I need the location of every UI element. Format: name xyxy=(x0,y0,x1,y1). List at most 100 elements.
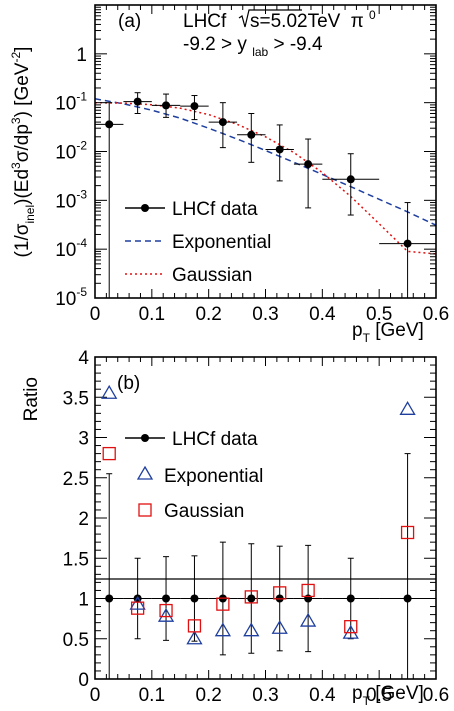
header-rapidity-left: -9.2 > y xyxy=(183,34,247,55)
panel-a-ticks: 0 0.1 0.2 0.3 0.4 0.5 0.6 10-5 10-4 10-3 10-2 10-1 1 xyxy=(55,5,449,325)
panel-b: 0 0.1 0.2 0.3 0.4 0.5 0.6 0 0.5 1 1.5 2 2.5 3 3.5 4 (b)… xyxy=(21,348,449,708)
x-tick-label: 0.3 xyxy=(252,304,278,325)
y-tick-label: 0 xyxy=(78,670,89,691)
y-tick-label: 4 xyxy=(78,348,89,369)
x-tick-label: 0.1 xyxy=(139,304,165,325)
data-point xyxy=(105,120,114,129)
x-tick-label: 0.3 xyxy=(252,685,278,706)
panel-b-data-points xyxy=(95,384,436,680)
legend-data-marker xyxy=(141,204,149,212)
svg-text:-9.2 > y lab: -9.2 > y lab > -9.4 xyxy=(183,34,323,61)
y-tick-label: 2.5 xyxy=(63,469,89,490)
y-tick-label: 3.5 xyxy=(63,388,89,409)
exponential-ratio-marker xyxy=(214,622,232,637)
legend-exponential-label: Exponential xyxy=(172,232,271,253)
x-tick-label: 0.5 xyxy=(366,685,392,706)
x-tick-label: 0.1 xyxy=(139,685,165,706)
gaussian-ratio-marker xyxy=(130,601,145,615)
x-tick-label: 0.5 xyxy=(366,304,392,325)
gaussian-ratio-marker xyxy=(102,446,116,461)
y-tick-label: 1.5 xyxy=(63,549,89,570)
gaussian-ratio-marker xyxy=(187,619,202,633)
panel-a-data-points xyxy=(95,92,436,298)
exponential-ratio-marker xyxy=(101,384,118,399)
x-tick-label: 0 xyxy=(90,304,101,325)
panel-a-x-axis-label: pT [GeV] xyxy=(352,320,424,345)
legend-data-label: LHCf data xyxy=(172,199,258,220)
data-point xyxy=(275,145,284,154)
panel-b-label: (b) xyxy=(117,373,140,394)
data-point xyxy=(304,160,313,169)
panel-a: 0 0.1 0.2 0.3 0.4 0.5 0.6 10-5 10-4 10-3 10-2 10-1 1… xyxy=(9,4,449,345)
gaussian-ratio-marker xyxy=(273,586,287,600)
panel-b-x-axis-label: pT [GeV] xyxy=(352,683,424,708)
gaussian-ratio-marker xyxy=(301,583,315,598)
exponential-ratio-marker xyxy=(399,401,416,415)
ratio-data-point xyxy=(162,594,171,603)
panel-a-y-axis-label: (1/σinel)(Ed3σ/dp3) [GeV-2] xyxy=(9,47,37,258)
legend-gaussian-label: Gaussian xyxy=(172,265,252,286)
sqrt-symbol xyxy=(238,9,302,28)
exponential-ratio-marker xyxy=(157,607,175,622)
header-particle: π xyxy=(351,11,364,32)
ratio-data-point xyxy=(403,594,412,603)
x-tick-label: 0.2 xyxy=(195,685,221,706)
panel-a-model-curves xyxy=(94,98,437,255)
panel-b-ticks: 0 0.1 0.2 0.3 0.4 0.5 0.6 0 0.5 1 1.5 2 2.5 3 3.5 4 xyxy=(63,348,450,706)
y-tick-label: 0.5 xyxy=(63,630,89,651)
legend-b-data-marker xyxy=(141,434,149,442)
x-tick-label: 0 xyxy=(90,685,101,706)
ratio-data-point xyxy=(190,594,199,603)
exponential-ratio-marker xyxy=(186,630,203,645)
y-tick-label: 1 xyxy=(78,590,89,611)
gaussian-ratio-marker xyxy=(216,597,230,611)
panel-b-y-axis-label: Ratio xyxy=(21,377,42,421)
exponential-ratio-marker xyxy=(129,595,146,610)
data-point xyxy=(218,118,227,127)
x-tick-label: 0.4 xyxy=(309,304,336,325)
data-point xyxy=(190,102,199,111)
panel-a-frame xyxy=(94,4,437,299)
header-rapidity-sub: lab xyxy=(252,45,268,59)
legend-b-gaussian-label: Gaussian xyxy=(164,501,244,522)
data-point xyxy=(162,101,171,110)
y-tick-label: 10-3 xyxy=(55,187,87,212)
data-point xyxy=(247,130,256,139)
panel-a-label: (a) xyxy=(118,11,141,32)
data-point xyxy=(133,97,142,106)
ratio-data-point xyxy=(105,594,114,603)
exponential-ratio-marker xyxy=(271,619,288,634)
header-experiment: LHCf xyxy=(183,11,227,32)
gaussian-ratio-marker xyxy=(400,525,415,540)
legend-b-exponential-marker xyxy=(136,465,154,480)
ratio-data-point xyxy=(346,594,355,603)
panel-b-frame xyxy=(94,356,437,680)
exponential-ratio-marker xyxy=(299,612,317,627)
header-energy: s=5.02TeV xyxy=(250,11,341,32)
svg-text:LHCf: LHCf xyxy=(183,11,227,32)
exponential-ratio-marker xyxy=(243,622,260,637)
gaussian-ratio-marker xyxy=(244,590,258,604)
exponential-curve xyxy=(94,98,437,226)
gaussian-ratio-marker xyxy=(159,603,173,618)
data-point xyxy=(403,239,412,248)
x-tick-label: 0.2 xyxy=(195,304,221,325)
ratio-data-point xyxy=(304,594,313,603)
x-tick-label: 0.4 xyxy=(309,685,336,706)
header-particle-sup: 0 xyxy=(369,8,376,22)
legend-b-gaussian-marker xyxy=(138,503,152,517)
data-point xyxy=(346,175,355,184)
svg-text:s=5.02TeV π 0: s=5.02TeV π 0 xyxy=(250,8,376,32)
panel-b-legend: LHCf data Exponential Gaussian xyxy=(125,429,263,522)
legend-b-exponential-label: Exponential xyxy=(164,466,263,487)
y-tick-label: 2 xyxy=(78,509,89,530)
gaussian-ratio-marker xyxy=(344,620,358,634)
x-tick-label: 0.6 xyxy=(423,685,449,706)
y-tick-label: 1 xyxy=(76,45,87,66)
header-rapidity-right: > -9.4 xyxy=(273,34,323,55)
y-tick-label: 10-4 xyxy=(55,236,87,261)
legend-b-data-label: LHCf data xyxy=(172,429,258,450)
panel-a-legend: LHCf data Exponential Gaussian xyxy=(125,199,271,286)
ratio-data-point xyxy=(247,594,256,603)
